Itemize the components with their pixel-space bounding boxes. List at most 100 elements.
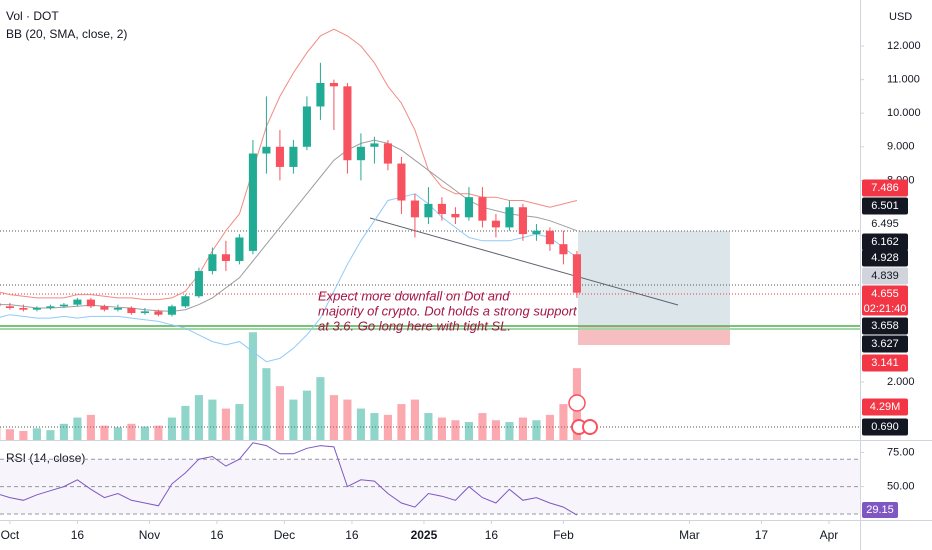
- candle-body: [59, 304, 68, 307]
- price-badge-label: 4.839: [871, 270, 899, 282]
- volume-bar: [262, 368, 271, 440]
- candle-body: [532, 230, 541, 235]
- candle-body: [424, 203, 433, 218]
- x-tick-label: Apr: [820, 528, 839, 542]
- candle-body: [181, 296, 190, 307]
- volume-bar: [302, 390, 311, 440]
- price-badge: [862, 267, 908, 285]
- candle-body: [397, 163, 406, 201]
- candle-body: [113, 308, 122, 310]
- volume-bar: [208, 399, 217, 440]
- candle-body: [383, 143, 392, 164]
- candle-body: [370, 143, 379, 147]
- event-icon[interactable]: [582, 419, 598, 435]
- candle-body: [140, 311, 149, 314]
- event-icon[interactable]: [568, 394, 586, 412]
- volume-bar: [167, 417, 176, 440]
- x-tick-label: 16: [345, 528, 359, 542]
- volume-bar: [59, 423, 68, 440]
- volume-bar: [464, 422, 473, 440]
- candle-body: [167, 306, 176, 315]
- price-badge-label: 4.928: [871, 252, 899, 264]
- candle-body: [491, 220, 500, 228]
- volume-bar: [478, 413, 487, 440]
- x-tick-label: Nov: [139, 528, 160, 542]
- volume-bar: [424, 413, 433, 440]
- volume-bar: [248, 332, 257, 440]
- volume-bar: [397, 404, 406, 440]
- candle-body: [100, 306, 109, 310]
- candle-body: [86, 299, 95, 307]
- candle-body: [451, 213, 460, 218]
- volume-bar: [181, 405, 190, 440]
- price-badge-label: 3.658: [871, 320, 899, 332]
- candle-body: [437, 203, 446, 214]
- profit-zone: [578, 231, 730, 326]
- volume-bar: [545, 414, 554, 440]
- loss-zone: [578, 326, 730, 345]
- volume-bar: [505, 422, 514, 440]
- volume-bar: [518, 417, 527, 440]
- volume-legend: Vol · DOT: [6, 9, 59, 23]
- volume-bar: [86, 414, 95, 440]
- volume-bar: [356, 408, 365, 440]
- trend-line: [369, 217, 679, 306]
- bb-line: [0, 28, 578, 301]
- y-tick-label: 10.000: [887, 107, 921, 119]
- annotation: at 3.6. Go long here with tight SL.: [318, 318, 511, 333]
- price-badge: [862, 285, 908, 316]
- y-tick-label: 11.000: [887, 74, 920, 86]
- x-tick-label: 17: [755, 528, 769, 542]
- candle-body: [329, 82, 338, 87]
- candle-body: [572, 254, 581, 293]
- candle-body: [235, 237, 244, 261]
- volume-bar: [46, 430, 55, 440]
- candle-body: [343, 86, 352, 161]
- x-tick-label: Oct: [1, 528, 20, 542]
- price-badge-label: 6.501: [871, 200, 899, 212]
- price-badge: [862, 197, 908, 215]
- candle-body: [127, 308, 136, 314]
- candle-body: [73, 299, 82, 305]
- rsi-badge: [862, 502, 898, 518]
- y-tick-label: 12.000: [887, 40, 921, 52]
- price-badge: [862, 398, 908, 416]
- candle-body: [478, 197, 487, 221]
- annotation: majority of crypto. Dot holds a strong s…: [318, 303, 578, 318]
- volume-bar: [127, 423, 136, 440]
- candle-body: [32, 308, 41, 310]
- candle-body: [356, 146, 365, 161]
- candle-body: [208, 254, 217, 272]
- candle-body: [275, 146, 284, 167]
- volume-bar: [370, 413, 379, 440]
- volume-bar: [194, 395, 203, 440]
- price-badge: [862, 317, 908, 335]
- rsi-line: [0, 442, 578, 516]
- price-badge: [862, 233, 908, 251]
- volume-bar: [113, 427, 122, 440]
- price-badge: [862, 335, 908, 353]
- volume-bar: [383, 414, 392, 440]
- candle-body: [505, 207, 514, 228]
- rsi-badge-label: 29.15: [866, 504, 894, 516]
- volume-bar: [221, 408, 230, 440]
- price-badge-label: 4.655: [871, 288, 899, 300]
- candle-body: [464, 197, 473, 218]
- volume-bar: [19, 431, 28, 440]
- candle-body: [559, 244, 568, 255]
- candle-body: [302, 106, 311, 147]
- volume-bar: [73, 417, 82, 440]
- volume-bar: [100, 425, 109, 440]
- rsi-tick-label: 75.00: [887, 446, 915, 458]
- x-tick-label: 16: [210, 528, 224, 542]
- volume-bar: [289, 399, 298, 440]
- rsi-tick-label: 50.00: [887, 481, 915, 493]
- candle-body: [248, 153, 257, 251]
- y-tick-label: 9.000: [887, 141, 915, 153]
- candle-body: [289, 146, 298, 167]
- countdown: 02:21:40: [864, 303, 907, 315]
- candle-body: [46, 306, 55, 308]
- price-badge-label: 6.162: [871, 236, 899, 248]
